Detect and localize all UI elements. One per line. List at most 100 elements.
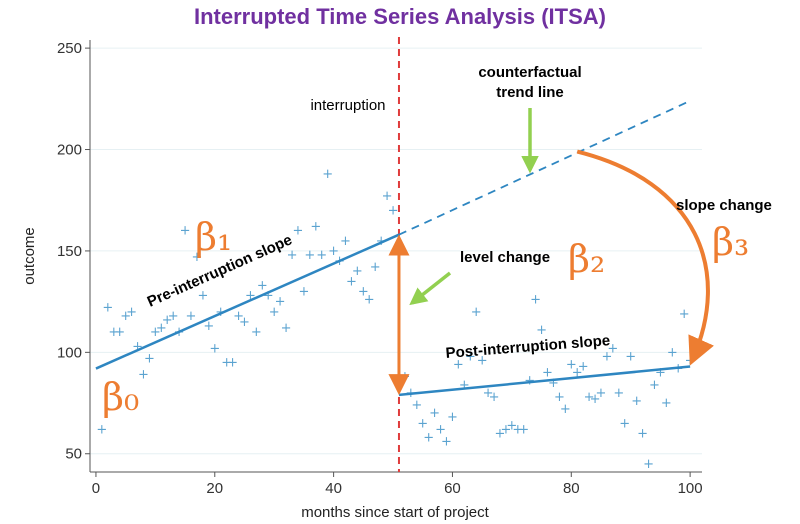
counterfactual-label-line2: trend line — [496, 84, 564, 101]
counterfactual-trend-line — [398, 100, 691, 236]
data-point: + — [590, 392, 601, 407]
data-point: + — [607, 341, 618, 356]
data-point: + — [530, 293, 541, 308]
data-point: + — [512, 422, 523, 437]
data-point: + — [411, 398, 422, 413]
y-axis-label: outcome — [21, 227, 38, 285]
data-point: + — [245, 289, 256, 304]
beta1-label: β₁ — [195, 215, 232, 259]
data-point: + — [120, 309, 131, 324]
data-point: + — [649, 378, 660, 393]
data-point: + — [186, 309, 197, 324]
data-point: + — [346, 274, 357, 289]
data-point: + — [114, 325, 125, 340]
data-point: + — [506, 418, 517, 433]
data-point: + — [150, 325, 161, 340]
data-point: + — [138, 368, 149, 383]
data-point: + — [156, 321, 167, 336]
data-point: + — [209, 341, 220, 356]
data-point: + — [168, 309, 179, 324]
level-change-pointer-arrow — [409, 271, 452, 306]
x-tick-label: 20 — [206, 480, 223, 497]
chart-title: Interrupted Time Series Analysis (ITSA) — [193, 4, 606, 29]
data-point: + — [643, 457, 654, 472]
data-point: + — [661, 396, 672, 411]
data-point: + — [399, 370, 410, 385]
data-point: + — [304, 248, 315, 263]
x-tick-label: 0 — [92, 480, 100, 497]
data-point: + — [287, 248, 298, 263]
data-point: + — [667, 345, 678, 360]
data-point: + — [316, 248, 327, 263]
data-point: + — [191, 250, 202, 265]
data-point: + — [459, 378, 470, 393]
data-point: + — [417, 416, 428, 431]
data-point: + — [453, 358, 464, 373]
interruption-label: interruption — [310, 97, 385, 114]
level-change-label: level change — [460, 249, 550, 266]
data-points: ++++++++++++++++++++++++++++++++++++++++… — [96, 167, 695, 472]
data-point: + — [601, 349, 612, 364]
data-point: + — [679, 307, 690, 322]
data-point: + — [423, 431, 434, 446]
gridlines — [90, 47, 702, 455]
data-point: + — [322, 167, 333, 182]
slope-change-arrow — [576, 149, 714, 366]
data-point: + — [536, 323, 547, 338]
data-point: + — [263, 289, 274, 304]
data-point: + — [554, 390, 565, 405]
data-point: + — [358, 284, 369, 299]
data-point: + — [465, 349, 476, 364]
data-point: + — [596, 386, 607, 401]
x-tick-label: 60 — [444, 480, 461, 497]
data-point: + — [542, 366, 553, 381]
data-point: + — [239, 315, 250, 330]
data-point: + — [619, 416, 630, 431]
y-tick-label: 150 — [57, 243, 82, 260]
data-point: + — [388, 203, 399, 218]
data-point: + — [275, 295, 286, 310]
data-point: + — [637, 426, 648, 441]
y-tick-label: 200 — [57, 142, 82, 159]
data-point: + — [126, 305, 137, 320]
data-point: + — [477, 353, 488, 368]
data-point: + — [471, 305, 482, 320]
data-point: + — [560, 402, 571, 417]
data-point: + — [352, 264, 363, 279]
data-point: + — [370, 260, 381, 275]
data-point: + — [227, 355, 238, 370]
data-point: + — [429, 406, 440, 421]
data-point: + — [584, 390, 595, 405]
y-tick-label: 100 — [57, 344, 82, 361]
data-point: + — [625, 349, 636, 364]
post-slope-label: Post-interruption slope — [445, 332, 611, 362]
data-point: + — [132, 339, 143, 354]
data-point: + — [162, 313, 173, 328]
x-tick-label: 40 — [325, 480, 342, 497]
pre-interruption-trend-line — [95, 233, 400, 370]
beta0-label: β₀ — [102, 375, 139, 419]
data-point: + — [96, 422, 107, 437]
data-point: + — [108, 325, 119, 340]
data-point: + — [144, 351, 155, 366]
data-point: + — [233, 309, 244, 324]
data-point: + — [203, 319, 214, 334]
data-point: + — [102, 301, 113, 316]
data-point: + — [340, 234, 351, 249]
data-point: + — [441, 435, 452, 450]
data-point: + — [281, 321, 292, 336]
data-point: + — [364, 293, 375, 308]
data-point: + — [257, 278, 268, 293]
data-point: + — [197, 289, 208, 304]
post-interruption-trend-line — [398, 365, 691, 397]
data-point: + — [548, 376, 559, 391]
data-point: + — [518, 422, 529, 437]
data-point: + — [631, 394, 642, 409]
data-point: + — [566, 358, 577, 373]
data-point: + — [483, 386, 494, 401]
counterfactual-label-line1: counterfactual — [478, 64, 581, 81]
data-point: + — [269, 305, 280, 320]
data-point: + — [435, 422, 446, 437]
beta3-label: β₃ — [712, 220, 749, 264]
